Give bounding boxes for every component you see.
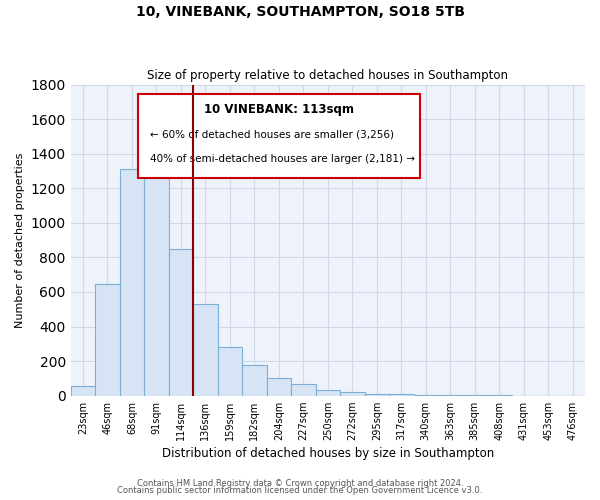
Bar [144, 157, 169, 396]
Bar [291, 384, 316, 396]
Bar [71, 386, 95, 396]
Bar [365, 394, 389, 396]
Bar [169, 249, 193, 396]
Text: 10 VINEBANK: 113sqm: 10 VINEBANK: 113sqm [204, 102, 354, 116]
Bar [242, 364, 266, 396]
Y-axis label: Number of detached properties: Number of detached properties [15, 152, 25, 328]
X-axis label: Distribution of detached houses by size in Southampton: Distribution of detached houses by size … [162, 447, 494, 460]
Bar [266, 378, 291, 396]
Bar [193, 304, 218, 396]
Bar [95, 284, 119, 396]
Text: ← 60% of detached houses are smaller (3,256): ← 60% of detached houses are smaller (3,… [151, 129, 394, 139]
Text: Contains public sector information licensed under the Open Government Licence v3: Contains public sector information licen… [118, 486, 482, 495]
Bar [119, 170, 144, 396]
Bar [340, 392, 365, 396]
Title: Size of property relative to detached houses in Southampton: Size of property relative to detached ho… [148, 69, 508, 82]
Text: Contains HM Land Registry data © Crown copyright and database right 2024.: Contains HM Land Registry data © Crown c… [137, 478, 463, 488]
Bar [389, 394, 413, 396]
FancyBboxPatch shape [137, 94, 421, 178]
Bar [316, 390, 340, 396]
Bar [218, 348, 242, 396]
Text: 10, VINEBANK, SOUTHAMPTON, SO18 5TB: 10, VINEBANK, SOUTHAMPTON, SO18 5TB [136, 5, 464, 19]
Text: 40% of semi-detached houses are larger (2,181) →: 40% of semi-detached houses are larger (… [151, 154, 415, 164]
